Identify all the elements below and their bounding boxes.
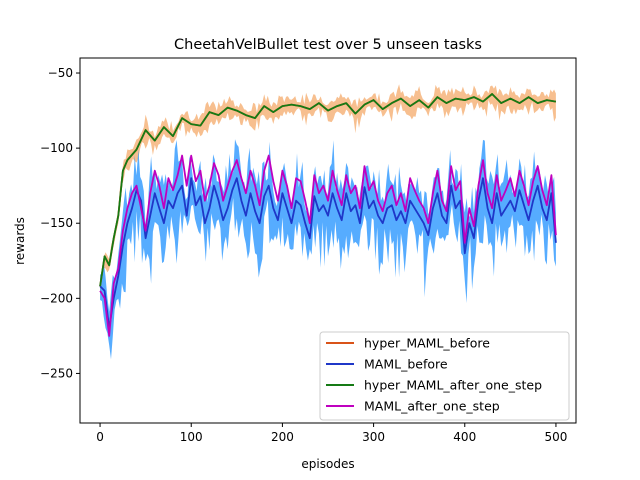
- x-tick-label: 300: [362, 430, 385, 444]
- y-tick-label: −50: [48, 66, 73, 80]
- series-bands: [100, 84, 556, 360]
- x-axis-label: episodes: [301, 457, 354, 471]
- series-line: [99, 154, 557, 337]
- x-tick-label: 500: [544, 430, 567, 444]
- y-tick-label: −200: [40, 291, 73, 305]
- legend-label: hyper_MAML_before: [364, 336, 490, 351]
- y-axis-label: rewards: [13, 217, 27, 265]
- x-axis: 0 100 200 300 400 500: [96, 423, 567, 444]
- series-line: [99, 177, 557, 330]
- series-band: [100, 84, 556, 293]
- series-band: [100, 139, 556, 360]
- x-tick-label: 200: [271, 430, 294, 444]
- y-tick-label: −150: [40, 216, 73, 230]
- legend-label: hyper_MAML_after_one_step: [364, 378, 542, 393]
- series-lines: [99, 93, 557, 337]
- series-line: [99, 93, 557, 287]
- x-tick-label: 0: [96, 430, 104, 444]
- chart-title: CheetahVelBullet test over 5 unseen task…: [174, 37, 482, 53]
- legend-box: [319, 331, 570, 421]
- legend-label: MAML_after_one_step: [364, 399, 500, 414]
- x-tick-label: 400: [453, 430, 476, 444]
- x-tick-label: 100: [180, 430, 203, 444]
- y-tick-label: −100: [40, 141, 73, 155]
- plot-frame: [79, 57, 577, 424]
- y-axis: −250 −200 −150 −100 −50: [40, 66, 80, 380]
- y-tick-label: −250: [40, 366, 73, 380]
- legend-label: MAML_before: [364, 357, 448, 372]
- legend: hyper_MAML_before MAML_before hyper_MAML_a…: [319, 331, 570, 421]
